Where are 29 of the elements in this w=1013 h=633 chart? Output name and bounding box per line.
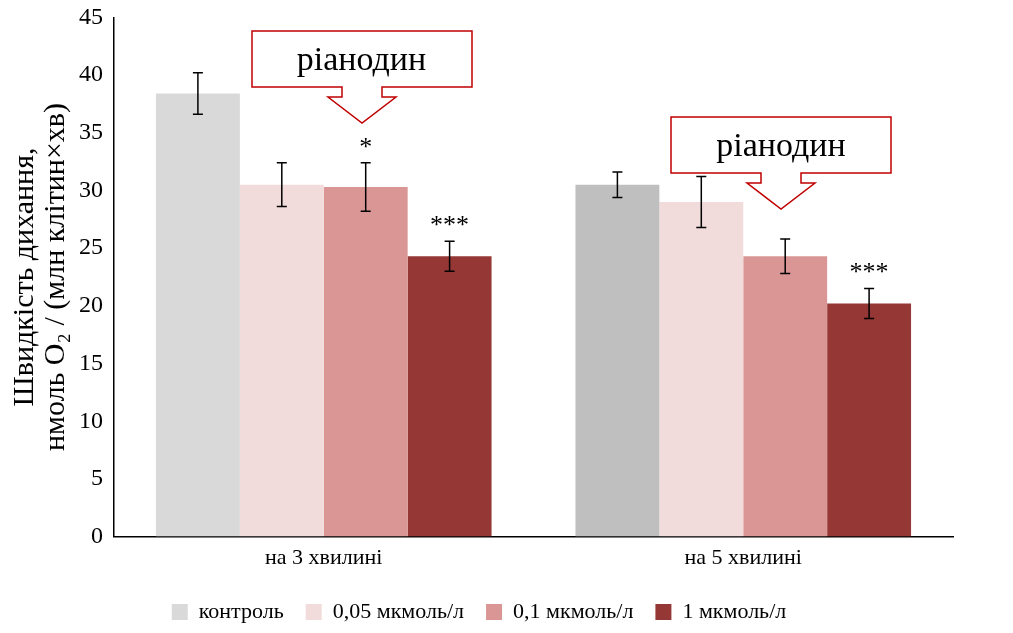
legend-label: 1 мкмоль/л — [682, 597, 787, 623]
legend-label: контроль — [198, 597, 284, 623]
bar — [407, 256, 492, 537]
y-tick-label: 30 — [79, 175, 103, 202]
bar — [239, 184, 324, 537]
bar — [155, 93, 240, 537]
y-tick-label: 5 — [91, 464, 103, 491]
annotation: ріанодин — [295, 38, 428, 79]
y-tick-label: 40 — [79, 60, 103, 87]
x-tick-label: на 3 хвилині — [265, 543, 383, 569]
bar — [827, 303, 912, 537]
x-tick-label: на 5 хвилині — [684, 543, 802, 569]
data-label: *** — [849, 257, 889, 287]
y-tick-label: 15 — [79, 348, 103, 375]
legend-label: 0,1 мкмоль/л — [513, 597, 634, 623]
y-axis-title: Швидкість дихання, нмоль O₂ / (млн клітин×хв) — [5, 103, 72, 451]
y-tick-label: 10 — [79, 406, 103, 433]
legend-label: 0,05 мкмоль/л — [332, 597, 465, 623]
data-label: *** — [430, 210, 470, 240]
y-tick-label: 35 — [79, 118, 103, 145]
y-tick-label: 20 — [79, 291, 103, 318]
annotation: ріанодин — [715, 124, 847, 165]
y-tick-label: 25 — [79, 233, 103, 260]
y-tick-label: 45 — [79, 2, 103, 29]
bar — [743, 256, 828, 537]
y-tick-label: 0 — [91, 521, 103, 548]
bar — [575, 184, 660, 537]
data-label: * — [359, 131, 373, 161]
bar — [323, 187, 408, 537]
